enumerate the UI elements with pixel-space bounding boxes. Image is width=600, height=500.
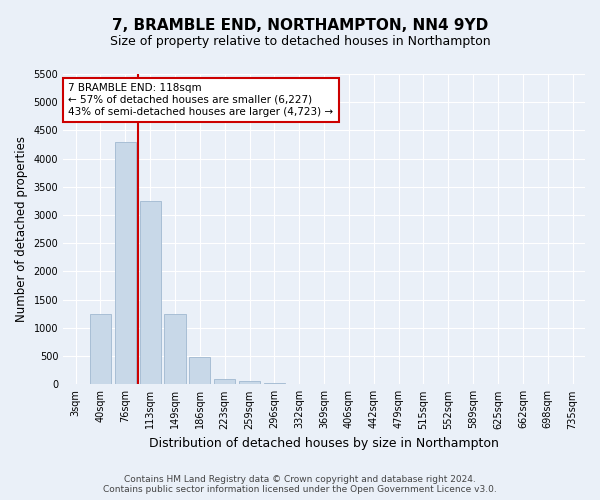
- X-axis label: Distribution of detached houses by size in Northampton: Distribution of detached houses by size …: [149, 437, 499, 450]
- Text: 7, BRAMBLE END, NORTHAMPTON, NN4 9YD: 7, BRAMBLE END, NORTHAMPTON, NN4 9YD: [112, 18, 488, 32]
- Text: 7 BRAMBLE END: 118sqm
← 57% of detached houses are smaller (6,227)
43% of semi-d: 7 BRAMBLE END: 118sqm ← 57% of detached …: [68, 84, 334, 116]
- Bar: [115, 142, 136, 384]
- Bar: [214, 378, 235, 384]
- Bar: [264, 383, 285, 384]
- Bar: [189, 357, 211, 384]
- Bar: [90, 314, 111, 384]
- Bar: [239, 382, 260, 384]
- Bar: [140, 201, 161, 384]
- Y-axis label: Number of detached properties: Number of detached properties: [15, 136, 28, 322]
- Bar: [164, 314, 185, 384]
- Text: Contains HM Land Registry data © Crown copyright and database right 2024.
Contai: Contains HM Land Registry data © Crown c…: [103, 474, 497, 494]
- Text: Size of property relative to detached houses in Northampton: Size of property relative to detached ho…: [110, 35, 490, 48]
